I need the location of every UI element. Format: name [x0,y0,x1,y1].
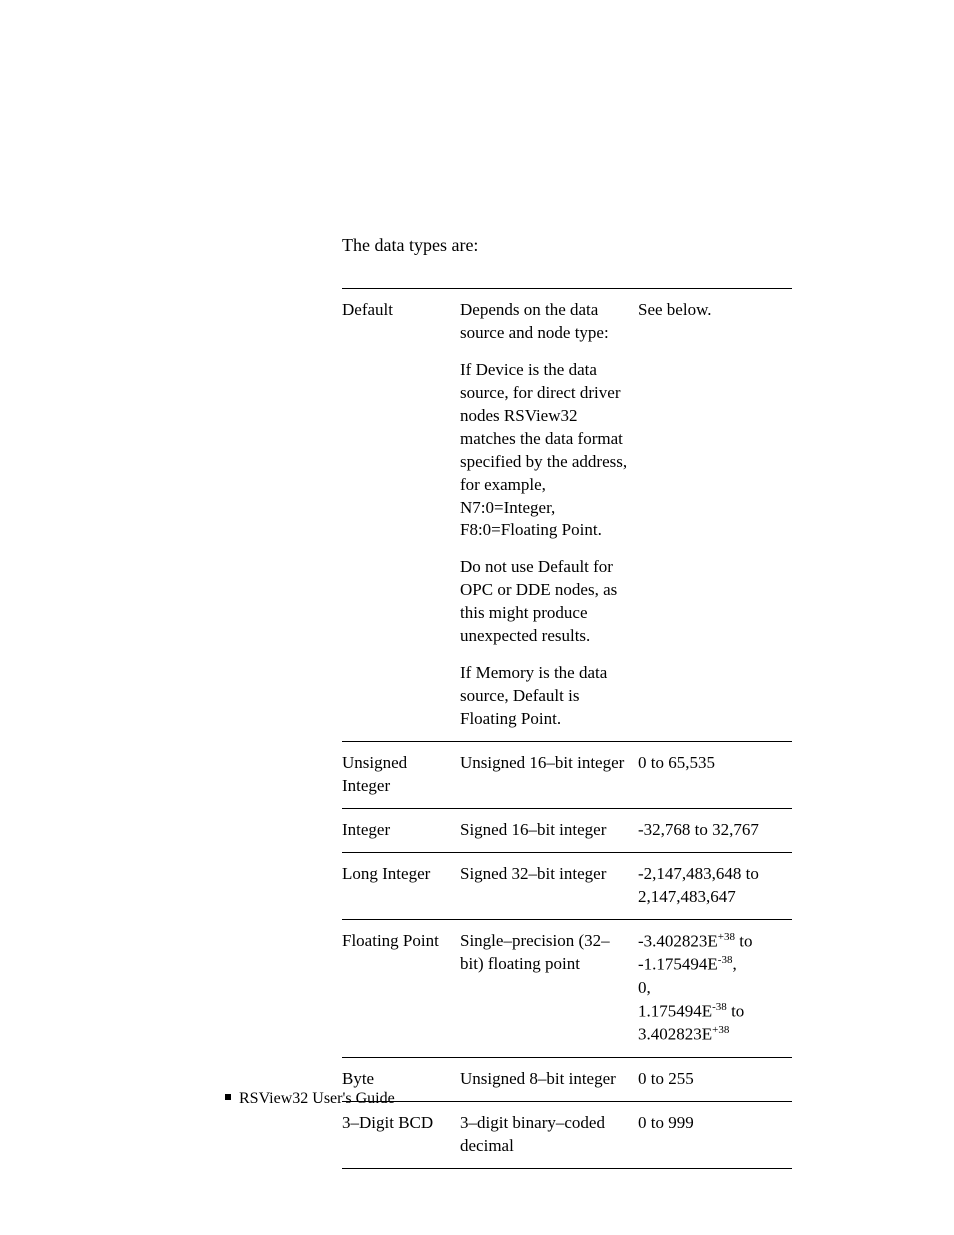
col-range: See below. [638,289,792,742]
intro-text: The data types are: [342,235,792,256]
col-range: 0 to 999 [638,1101,792,1168]
col-range: 0 to 255 [638,1057,792,1101]
col-desc: Signed 16–bit integer [460,808,638,852]
table-row: Unsigned IntegerUnsigned 16–bit integer0… [342,741,792,808]
col-desc: Unsigned 8–bit integer [460,1057,638,1101]
col-desc: Signed 32–bit integer [460,852,638,919]
col-range: -3.402823E+38 to -1.175494E-38,0,1.17549… [638,919,792,1057]
col-range: -2,147,483,648 to 2,147,483,647 [638,852,792,919]
col-name: Unsigned Integer [342,741,460,808]
col-name: 3–Digit BCD [342,1101,460,1168]
col-range: 0 to 65,535 [638,741,792,808]
footer: RSView32 User's Guide [225,1090,395,1108]
col-desc: 3–digit binary–coded decimal [460,1101,638,1168]
table-row: Floating PointSingle–precision (32–bit) … [342,919,792,1057]
col-desc: Unsigned 16–bit integer [460,741,638,808]
col-name: Default [342,289,460,742]
data-types-table: DefaultDepends on the data source and no… [342,288,792,1169]
col-name: Long Integer [342,852,460,919]
col-name: Integer [342,808,460,852]
col-range: -32,768 to 32,767 [638,808,792,852]
col-name: Floating Point [342,919,460,1057]
table-row: DefaultDepends on the data source and no… [342,289,792,742]
table-row: IntegerSigned 16–bit integer-32,768 to 3… [342,808,792,852]
footer-text: RSView32 User's Guide [239,1090,395,1107]
table-row: 3–Digit BCD3–digit binary–coded decimal0… [342,1101,792,1168]
table-row: Long IntegerSigned 32–bit integer-2,147,… [342,852,792,919]
col-desc: Single–precision (32–bit) floating point [460,919,638,1057]
bullet-icon [225,1094,231,1100]
table-row: ByteUnsigned 8–bit integer0 to 255 [342,1057,792,1101]
col-desc: Depends on the data source and node type… [460,289,638,742]
